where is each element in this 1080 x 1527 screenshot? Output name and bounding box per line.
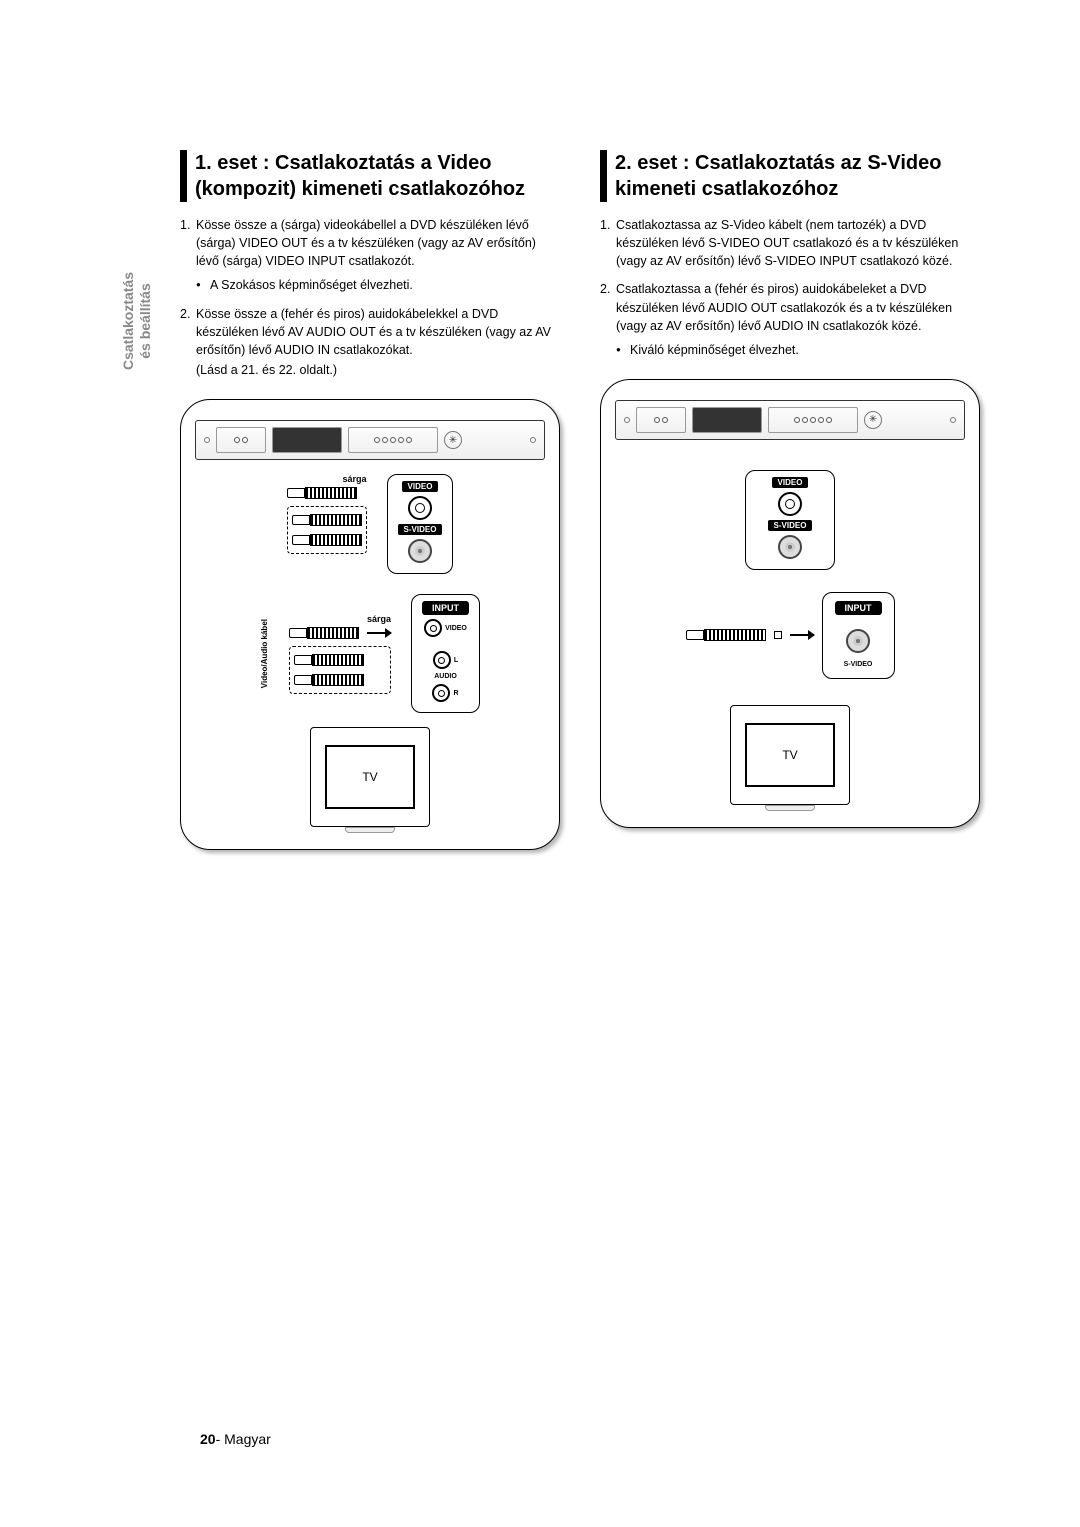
rca-jack-icon — [778, 492, 802, 516]
video-label: VIDEO — [772, 477, 809, 488]
tv-screen: TV — [325, 745, 415, 809]
title-bar-icon — [180, 150, 187, 202]
left-step-2-text: Kösse össze a (fehér és piros) auidokábe… — [196, 307, 551, 357]
screw-icon — [530, 437, 536, 443]
right-title: 2. eset : Csatlakoztatás az S-Video kime… — [600, 150, 980, 202]
left-step-1-text: Kösse össze a (sárga) videokábellel a DV… — [196, 218, 536, 268]
right-title-text: 2. eset : Csatlakoztatás az S-Video kime… — [615, 150, 980, 202]
tv-stand-icon — [345, 827, 395, 833]
side-tab-line1: Csatlakoztatás — [120, 272, 136, 370]
video-small-label: VIDEO — [445, 625, 467, 632]
side-tab-line2: és beállítás — [137, 283, 153, 359]
rca-jack-icon — [432, 684, 450, 702]
page-lang: - Magyar — [216, 1431, 271, 1447]
svideo-label: S-VIDEO — [768, 520, 813, 531]
input-jack-panel: INPUT VIDEO L AUDIO R — [411, 594, 480, 713]
left-column: 1. eset : Csatlakoztatás a Video (kompoz… — [180, 150, 560, 850]
rca-jack-icon — [433, 651, 451, 669]
left-steps: Kösse össze a (sárga) videokábellel a DV… — [180, 216, 560, 379]
port-cluster-wide — [768, 407, 858, 433]
right-step-2-text: Csatlakoztassa a (fehér és piros) auidok… — [616, 282, 952, 332]
right-column: 2. eset : Csatlakoztatás az S-Video kime… — [600, 150, 980, 850]
side-tab: Csatlakoztatás és beállítás — [120, 272, 154, 370]
fan-icon: ✳ — [864, 411, 882, 429]
tv-box: TV — [310, 727, 430, 827]
dashed-cable-group — [287, 506, 367, 554]
rca-cable-icon — [294, 653, 364, 667]
arrow-right-icon — [367, 632, 391, 634]
rca-cable-icon — [287, 486, 357, 500]
left-step-2: Kösse össze a (fehér és piros) auidokábe… — [180, 305, 560, 380]
right-bullet-1: Kiváló képminőséget élvezhet. — [616, 341, 980, 359]
screw-icon — [950, 417, 956, 423]
rca-jack-icon — [424, 619, 442, 637]
video-jack-panel: VIDEO S-VIDEO — [745, 470, 835, 570]
tv-screen: TV — [745, 723, 835, 787]
arrow-right-icon — [790, 634, 814, 636]
left-note: (Lásd a 21. és 22. oldalt.) — [196, 361, 560, 379]
cable-vertical-label: Video/Audio kábel — [260, 619, 269, 688]
cable-group-bottom: sárga — [289, 614, 391, 694]
right-diagram: ✳ VIDEO S-VIDEO INPUT — [600, 379, 980, 828]
left-title: 1. eset : Csatlakoztatás a Video (kompoz… — [180, 150, 560, 202]
yellow-label: sárga — [287, 474, 367, 484]
r-label: R — [453, 690, 458, 697]
right-step-1: Csatlakoztassa az S-Video kábelt (nem ta… — [600, 216, 980, 270]
rca-cable-icon — [292, 513, 362, 527]
video-label: VIDEO — [402, 481, 439, 492]
svideo-small-label: S-VIDEO — [844, 661, 873, 668]
input-label: INPUT — [835, 601, 882, 615]
svideo-jack-icon — [778, 535, 802, 559]
rca-cable-icon — [294, 673, 364, 687]
page-content: 1. eset : Csatlakoztatás a Video (kompoz… — [0, 0, 1080, 850]
audio-label: AUDIO — [434, 673, 457, 680]
svideo-jack-icon — [846, 629, 870, 653]
device-rear: ✳ — [615, 400, 965, 440]
screw-icon — [204, 437, 210, 443]
title-bar-icon — [600, 150, 607, 202]
l-label: L — [454, 657, 458, 664]
dashed-cable-group — [289, 646, 391, 694]
port-cluster — [216, 427, 266, 453]
input-jack-panel: INPUT S-VIDEO — [822, 592, 895, 679]
port-cluster — [636, 407, 686, 433]
left-bullet-1: A Szokásos képminőséget élvezheti. — [196, 276, 560, 294]
rca-jack-icon — [408, 496, 432, 520]
tv-stand-icon — [765, 805, 815, 811]
yellow-label: sárga — [289, 614, 391, 624]
page-footer: 20- Magyar — [200, 1431, 271, 1447]
cable-group-top: sárga — [287, 474, 367, 554]
screw-icon — [624, 417, 630, 423]
port-cluster-dark — [692, 407, 762, 433]
port-cluster-wide — [348, 427, 438, 453]
rca-cable-icon — [292, 533, 362, 547]
svideo-label: S-VIDEO — [398, 524, 443, 535]
left-title-text: 1. eset : Csatlakoztatás a Video (kompoz… — [195, 150, 560, 202]
device-rear: ✳ — [195, 420, 545, 460]
left-step-1: Kösse össze a (sárga) videokábellel a DV… — [180, 216, 560, 295]
rca-cable-icon — [289, 626, 359, 640]
video-jack-panel: VIDEO S-VIDEO — [387, 474, 454, 574]
page-number: 20 — [200, 1431, 216, 1447]
input-label: INPUT — [422, 601, 469, 615]
svideo-plug-icon — [774, 631, 782, 639]
svideo-cable-icon — [686, 628, 766, 642]
port-cluster-dark — [272, 427, 342, 453]
right-step-2: Csatlakoztassa a (fehér és piros) auidok… — [600, 280, 980, 359]
svideo-jack-icon — [408, 539, 432, 563]
right-steps: Csatlakoztassa az S-Video kábelt (nem ta… — [600, 216, 980, 359]
fan-icon: ✳ — [444, 431, 462, 449]
tv-box: TV — [730, 705, 850, 805]
left-diagram: ✳ sárga — [180, 399, 560, 850]
